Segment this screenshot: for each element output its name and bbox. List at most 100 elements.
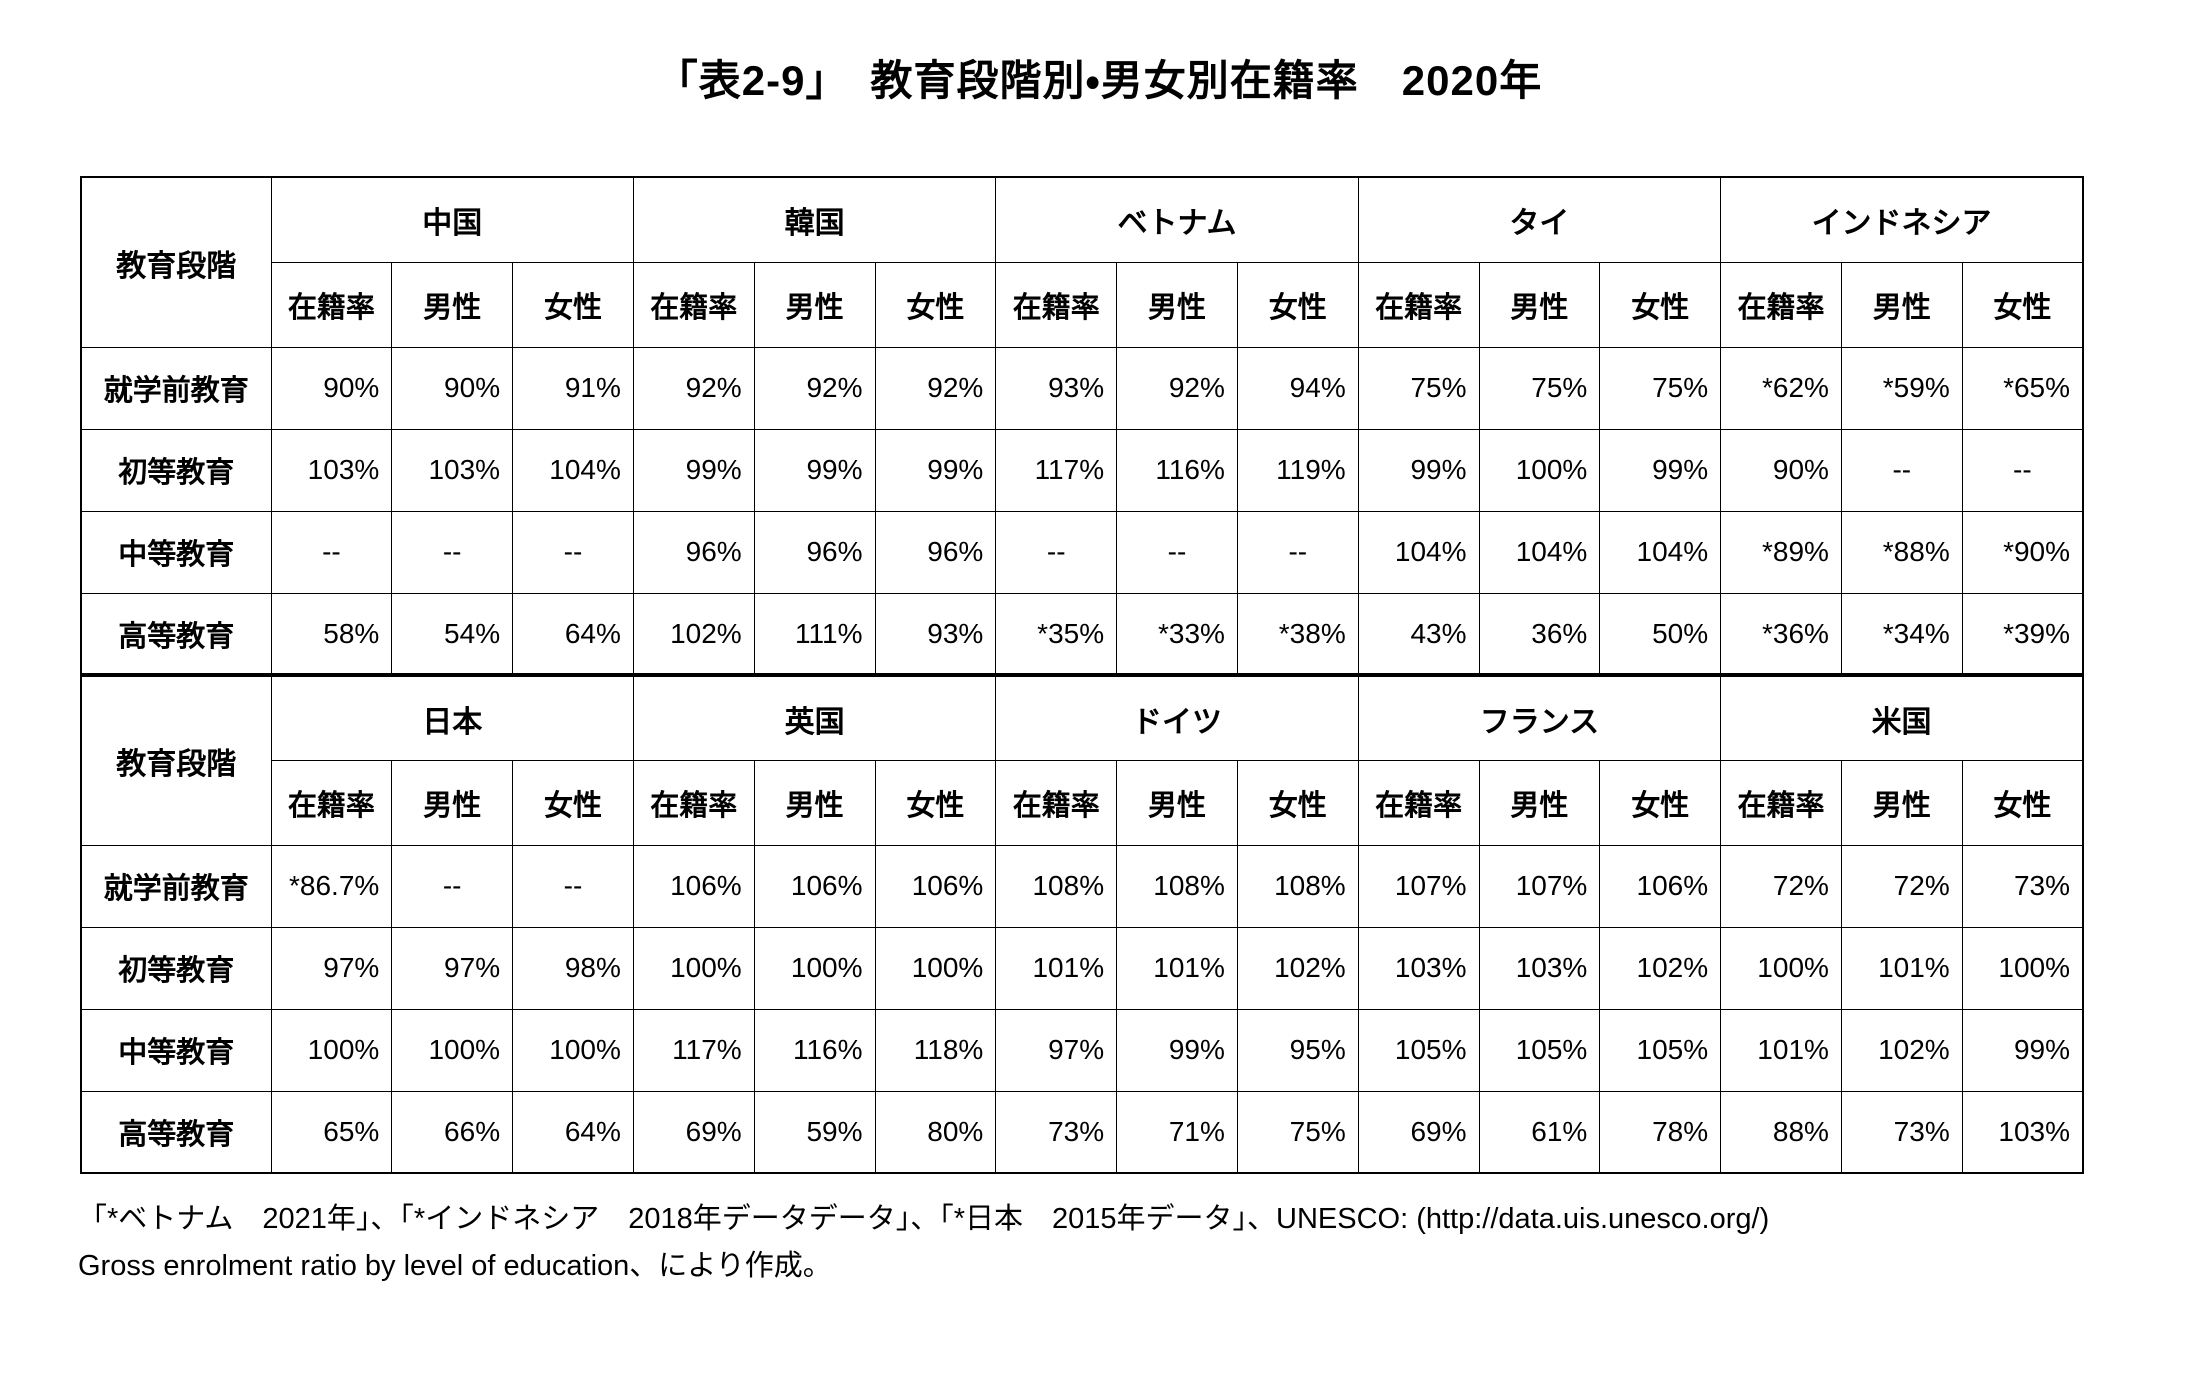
value-cell: 105%	[1357, 1008, 1480, 1092]
value-cell: 93%	[995, 346, 1118, 430]
country-header-row: 教育段階 中国 韓国 ベトナム タイ インドネシア	[80, 176, 2084, 348]
sub-column-header: 在籍率	[1357, 759, 1480, 846]
value-cell: 97%	[995, 1008, 1118, 1092]
value-cell: 103%	[270, 428, 393, 512]
value-cell: *59%	[1840, 346, 1963, 430]
value-cell: 65%	[270, 1090, 393, 1174]
sub-column-header: 男性	[1478, 759, 1601, 846]
value-cell: 108%	[1116, 844, 1238, 928]
sub-column-header: 男性	[753, 759, 876, 846]
value-cell: 69%	[632, 1090, 755, 1174]
row-label: 初等教育	[80, 428, 272, 512]
value-cell: 100%	[753, 926, 876, 1010]
value-cell: --	[391, 510, 514, 594]
value-cell: 43%	[1357, 592, 1480, 676]
value-cell: 58%	[270, 592, 393, 676]
value-cell: 99%	[1599, 428, 1722, 512]
value-cell: 88%	[1720, 1090, 1842, 1174]
country-header: 日本	[270, 673, 634, 761]
table-row: 中等教育 100% 100% 100% 117% 116% 118% 97% 99% 95% 105…	[80, 1008, 2084, 1092]
value-cell: 111%	[753, 592, 876, 676]
value-cell: 100%	[1720, 926, 1842, 1010]
value-cell: 107%	[1478, 844, 1601, 928]
row-label: 中等教育	[80, 1008, 272, 1092]
country-header: ベトナム	[995, 176, 1359, 263]
sub-column-header: 在籍率	[632, 759, 755, 846]
value-cell: 92%	[753, 346, 876, 430]
footnote-credit-line: Gross enrolment ratio by level of educat…	[78, 1250, 832, 1283]
education-level-column-header: 教育段階	[80, 673, 272, 846]
sub-header-row: 在籍率 男性 女性 在籍率 男性 女性 在籍率 男性 女性 在籍率 男性 女性 在籍率 男性 女性	[81, 759, 2084, 846]
value-cell: 101%	[1720, 1008, 1842, 1092]
table-row: 中等教育 -- -- -- 96% 96% 96% -- -- -- 104% 104% 104% *89…	[80, 510, 2084, 594]
value-cell: 116%	[753, 1008, 876, 1092]
sub-column-header: 在籍率	[270, 759, 393, 846]
value-cell: *88%	[1840, 510, 1963, 594]
value-cell: 98%	[512, 926, 634, 1010]
value-cell: 103%	[391, 428, 514, 512]
value-cell: 101%	[1116, 926, 1238, 1010]
value-cell: 105%	[1478, 1008, 1601, 1092]
value-cell: *38%	[1236, 592, 1359, 676]
sub-column-header: 女性	[1961, 759, 2084, 846]
value-cell: 69%	[1357, 1090, 1480, 1174]
sub-column-header: 男性	[1116, 261, 1238, 348]
value-cell: 75%	[1236, 1090, 1359, 1174]
sub-column-header: 在籍率	[270, 261, 393, 348]
sub-column-header: 男性	[753, 261, 876, 348]
sub-column-header: 在籍率	[995, 261, 1118, 348]
sub-column-header: 男性	[1116, 759, 1238, 846]
value-cell: *62%	[1720, 346, 1842, 430]
value-cell: 102%	[1840, 1008, 1963, 1092]
value-cell: 104%	[1357, 510, 1480, 594]
value-cell: 103%	[1357, 926, 1480, 1010]
row-label: 初等教育	[80, 926, 272, 1010]
value-cell: 72%	[1720, 844, 1842, 928]
value-cell: --	[512, 844, 634, 928]
enrollment-rate-table: 教育段階 中国 韓国 ベトナム タイ インドネシア 在籍率 男性 女性 在籍率 男性 女性 在籍率 男性女…	[80, 176, 2085, 1175]
value-cell: 102%	[632, 592, 755, 676]
country-header: インドネシア	[1720, 176, 2084, 263]
value-cell: 100%	[874, 926, 997, 1010]
enrollment-table-body: 教育段階 中国 韓国 ベトナム タイ インドネシア 在籍率 男性 女性 在籍率 男性 女性 在籍率 男性女…	[80, 176, 2084, 1174]
value-cell: 94%	[1236, 346, 1359, 430]
value-cell: 97%	[391, 926, 514, 1010]
value-cell: --	[1236, 510, 1359, 594]
value-cell: *89%	[1720, 510, 1842, 594]
value-cell: 101%	[1840, 926, 1963, 1010]
table-row: 高等教育 58% 54% 64% 102% 111% 93% *35% *33% *38% 43% 3…	[80, 592, 2084, 676]
value-cell: 92%	[632, 346, 755, 430]
value-cell: 99%	[1116, 1008, 1238, 1092]
value-cell: 90%	[391, 346, 514, 430]
value-cell: 96%	[753, 510, 876, 594]
value-cell: --	[1116, 510, 1238, 594]
sub-column-header: 女性	[1236, 759, 1359, 846]
country-header: 中国	[270, 176, 634, 263]
education-level-column-header: 教育段階	[80, 176, 272, 348]
value-cell: 71%	[1116, 1090, 1238, 1174]
value-cell: *90%	[1961, 510, 2084, 594]
sub-column-header: 女性	[512, 759, 634, 846]
value-cell: 93%	[874, 592, 997, 676]
row-label: 就学前教育	[80, 346, 272, 430]
value-cell: 119%	[1236, 428, 1359, 512]
table-row: 高等教育 65% 66% 64% 69% 59% 80% 73% 71% 75% 69% 61% 78%…	[80, 1090, 2084, 1174]
sub-column-header: 在籍率	[1720, 261, 1842, 348]
country-header: ドイツ	[995, 673, 1359, 761]
sub-column-header: 男性	[391, 261, 514, 348]
value-cell: 66%	[391, 1090, 514, 1174]
value-cell: 100%	[1961, 926, 2084, 1010]
value-cell: 100%	[391, 1008, 514, 1092]
value-cell: 54%	[391, 592, 514, 676]
country-header: フランス	[1357, 673, 1722, 761]
value-cell: 91%	[512, 346, 634, 430]
value-cell: 99%	[874, 428, 997, 512]
sub-column-header: 女性	[1599, 759, 1722, 846]
value-cell: --	[1840, 428, 1963, 512]
value-cell: 106%	[632, 844, 755, 928]
value-cell: 92%	[874, 346, 997, 430]
value-cell: 100%	[632, 926, 755, 1010]
sub-column-header: 女性	[874, 261, 997, 348]
value-cell: 72%	[1840, 844, 1963, 928]
value-cell: 108%	[1236, 844, 1359, 928]
